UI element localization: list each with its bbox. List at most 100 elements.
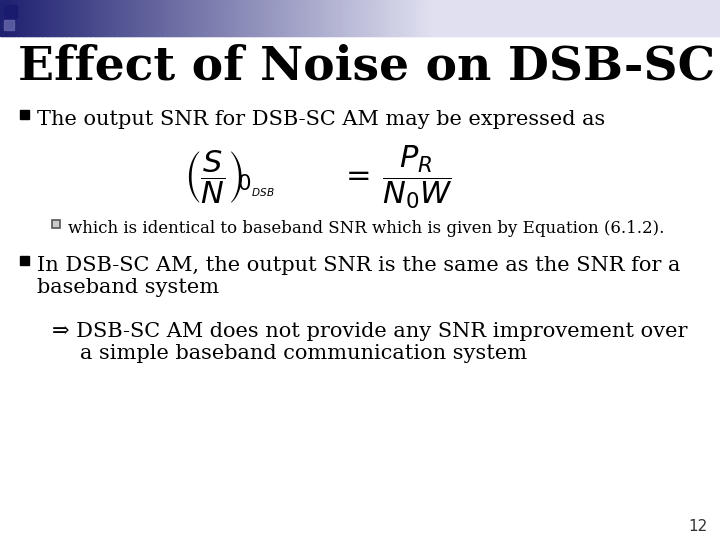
Bar xyxy=(480,0,483,36)
Bar xyxy=(144,0,148,36)
Bar xyxy=(238,0,241,36)
Bar xyxy=(679,0,683,36)
Bar xyxy=(194,0,198,36)
Bar xyxy=(343,0,346,36)
Bar xyxy=(387,0,390,36)
Bar xyxy=(420,0,423,36)
Bar xyxy=(715,0,719,36)
Bar xyxy=(53,0,56,36)
Bar xyxy=(614,0,618,36)
Bar xyxy=(187,0,191,36)
Bar xyxy=(214,0,217,36)
Bar xyxy=(545,0,548,36)
Bar xyxy=(254,0,258,36)
Bar xyxy=(223,0,227,36)
Bar xyxy=(567,0,570,36)
Bar xyxy=(70,0,73,36)
Bar xyxy=(36,0,40,36)
Bar xyxy=(283,0,287,36)
Bar xyxy=(43,0,47,36)
Text: In DSB-SC AM, the output SNR is the same as the SNR for a: In DSB-SC AM, the output SNR is the same… xyxy=(37,256,680,275)
Bar xyxy=(110,0,114,36)
Bar xyxy=(346,0,349,36)
Bar xyxy=(446,0,450,36)
Bar xyxy=(369,0,373,36)
Bar xyxy=(418,0,421,36)
Bar xyxy=(374,0,378,36)
Bar xyxy=(281,0,284,36)
Bar xyxy=(398,0,402,36)
Bar xyxy=(698,0,702,36)
Bar xyxy=(2,0,6,36)
Bar xyxy=(554,0,558,36)
Bar xyxy=(372,0,375,36)
Bar xyxy=(485,0,488,36)
Bar xyxy=(221,0,224,36)
Bar xyxy=(384,0,387,36)
Bar xyxy=(682,0,685,36)
Bar xyxy=(629,0,632,36)
Bar xyxy=(410,0,414,36)
Bar xyxy=(19,0,22,36)
Bar xyxy=(230,0,234,36)
Bar xyxy=(20,256,29,265)
Bar xyxy=(106,0,109,36)
Bar xyxy=(286,0,289,36)
Bar xyxy=(459,0,462,36)
Bar xyxy=(245,0,248,36)
Bar xyxy=(631,0,634,36)
Bar xyxy=(355,0,359,36)
Bar xyxy=(559,0,562,36)
Bar xyxy=(288,0,292,36)
Bar xyxy=(182,0,186,36)
Bar xyxy=(5,0,8,36)
Bar xyxy=(247,0,251,36)
Bar xyxy=(139,0,143,36)
Bar xyxy=(207,0,210,36)
Bar xyxy=(571,0,575,36)
Bar xyxy=(711,0,714,36)
Bar xyxy=(506,0,510,36)
Bar xyxy=(55,0,58,36)
Bar xyxy=(4,20,14,30)
Bar xyxy=(146,0,150,36)
Bar xyxy=(549,0,553,36)
Bar xyxy=(331,0,335,36)
Bar xyxy=(423,0,426,36)
Bar xyxy=(497,0,500,36)
Bar xyxy=(173,0,176,36)
Bar xyxy=(432,0,436,36)
Bar xyxy=(686,0,690,36)
Bar xyxy=(499,0,503,36)
Bar xyxy=(518,0,522,36)
Bar xyxy=(96,0,99,36)
Bar xyxy=(315,0,318,36)
Bar xyxy=(22,0,25,36)
Bar xyxy=(639,0,642,36)
Bar xyxy=(300,0,303,36)
Bar xyxy=(701,0,704,36)
Bar xyxy=(540,0,544,36)
Bar xyxy=(528,0,531,36)
Bar xyxy=(259,0,263,36)
Bar xyxy=(341,0,344,36)
Bar xyxy=(307,0,310,36)
Bar xyxy=(252,0,256,36)
Bar xyxy=(538,0,541,36)
Bar xyxy=(379,0,382,36)
Bar xyxy=(84,0,87,36)
Bar xyxy=(29,0,32,36)
Bar xyxy=(175,0,179,36)
Bar xyxy=(0,0,4,36)
Bar xyxy=(351,0,354,36)
Bar xyxy=(585,0,589,36)
Bar xyxy=(168,0,171,36)
Bar xyxy=(504,0,508,36)
Bar xyxy=(130,0,133,36)
Bar xyxy=(444,0,447,36)
Bar xyxy=(122,0,126,36)
Bar xyxy=(115,0,119,36)
Text: Effect of Noise on DSB-SC AM: Effect of Noise on DSB-SC AM xyxy=(18,43,720,89)
Bar xyxy=(171,0,174,36)
Bar xyxy=(427,0,431,36)
